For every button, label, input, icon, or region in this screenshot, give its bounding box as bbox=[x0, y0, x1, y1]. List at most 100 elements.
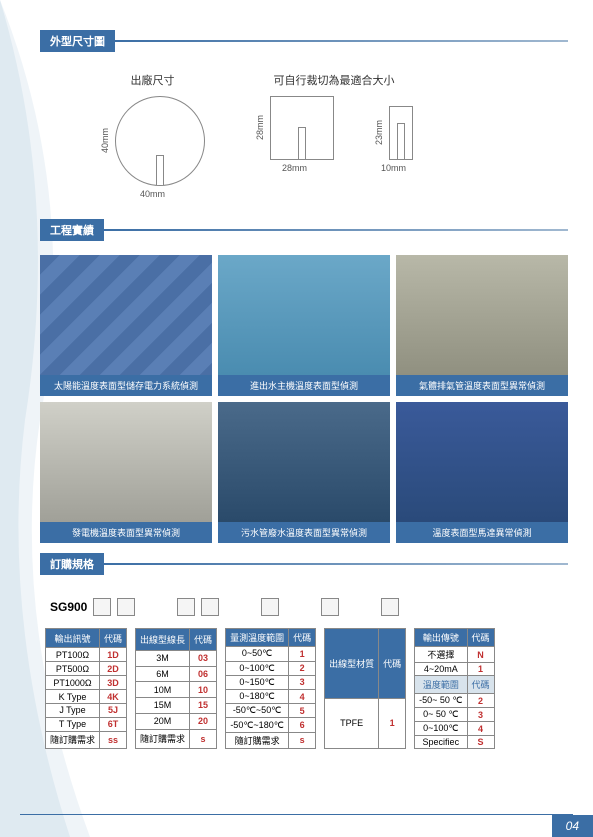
header-bar bbox=[104, 563, 568, 565]
label-cell: -50℃~180℃ bbox=[226, 718, 289, 732]
spec-table: 出線型材質代碼TPFE1 bbox=[324, 628, 406, 749]
label-cell: -50℃~50℃ bbox=[226, 704, 289, 718]
label-cell: -50~ 50 ℃ bbox=[415, 694, 467, 708]
label-cell: TPFE bbox=[325, 698, 379, 748]
section-title: 訂購規格 bbox=[40, 553, 104, 575]
rect1-height: 28mm bbox=[255, 115, 265, 140]
label-cell: K Type bbox=[46, 690, 100, 704]
code-cell: 6T bbox=[100, 717, 127, 731]
code-cell: 3D bbox=[100, 676, 127, 690]
factory-size-title: 出廠尺寸 bbox=[131, 72, 175, 88]
circle-width: 40mm bbox=[140, 189, 165, 199]
caption: 進出水主機溫度表面型偵測 bbox=[218, 375, 390, 396]
code-cell: 10 bbox=[190, 682, 217, 698]
header-bar bbox=[115, 40, 568, 42]
page-number: 04 bbox=[552, 815, 593, 837]
table-header: 代碼 bbox=[190, 629, 217, 651]
gallery-item: 太陽能溫度表面型儲存電力系統偵測 bbox=[40, 255, 212, 396]
table-header: 輸出傳號 bbox=[415, 629, 467, 647]
code-cell: 5 bbox=[289, 704, 316, 718]
rect1-width: 28mm bbox=[282, 163, 307, 173]
order-slot bbox=[93, 598, 111, 616]
thumb-motor bbox=[396, 402, 568, 522]
section-title: 外型尺寸圖 bbox=[40, 30, 115, 52]
thumb-sewage bbox=[218, 402, 390, 522]
label-cell: Specifiec bbox=[415, 736, 467, 749]
code-cell: s bbox=[190, 729, 217, 748]
caption: 污水管廢水溫度表面型異常偵測 bbox=[218, 522, 390, 543]
label-cell: 6M bbox=[136, 666, 190, 682]
label-cell: 0~100℃ bbox=[415, 722, 467, 736]
project-gallery: 太陽能溫度表面型儲存電力系統偵測 進出水主機溫度表面型偵測 氣體排氣管溫度表面型… bbox=[40, 251, 568, 553]
table-subheader: 溫度範圍 bbox=[415, 676, 467, 694]
label-cell: 15M bbox=[136, 698, 190, 714]
rect2-width: 10mm bbox=[381, 163, 406, 173]
spec-tables-row: 輸出訊號代碼PT100Ω1DPT500Ω2DPT1000Ω3DK Type4KJ… bbox=[40, 628, 568, 749]
label-cell: 隨訂購需求 bbox=[46, 731, 100, 748]
spec-table: 輸出傳號代碼不選擇N4~20mA1溫度範圍代碼-50~ 50 ℃20~ 50 ℃… bbox=[414, 628, 494, 749]
code-cell: 4K bbox=[100, 690, 127, 704]
label-cell: 0~150℃ bbox=[226, 675, 289, 689]
circle-height: 40mm bbox=[100, 128, 110, 153]
code-cell: ss bbox=[100, 731, 127, 748]
model-number: SG900 bbox=[50, 600, 87, 614]
section-header-projects: 工程實績 bbox=[40, 219, 568, 241]
caption: 發電機溫度表面型異常偵測 bbox=[40, 522, 212, 543]
spec-table: 輸出訊號代碼PT100Ω1DPT500Ω2DPT1000Ω3DK Type4KJ… bbox=[45, 628, 127, 749]
thumb-exhaust bbox=[396, 255, 568, 375]
rect2-height: 23mm bbox=[374, 120, 384, 145]
section-header-order: 訂購規格 bbox=[40, 553, 568, 575]
label-cell: 0~50℃ bbox=[226, 647, 289, 661]
label-cell: PT1000Ω bbox=[46, 676, 100, 690]
label-cell: PT500Ω bbox=[46, 662, 100, 676]
table-header: 出線型材質 bbox=[325, 629, 379, 699]
gallery-item: 氣體排氣管溫度表面型異常偵測 bbox=[396, 255, 568, 396]
custom-size-title: 可自行裁切為最適合大小 bbox=[274, 72, 395, 88]
code-cell: 06 bbox=[190, 666, 217, 682]
label-cell: 隨訂購需求 bbox=[136, 729, 190, 748]
section-header-dimensions: 外型尺寸圖 bbox=[40, 30, 568, 52]
label-cell: 4~20mA bbox=[415, 663, 467, 676]
rect1-shape bbox=[270, 96, 334, 160]
label-cell: 20M bbox=[136, 713, 190, 729]
code-cell: 4 bbox=[289, 690, 316, 704]
gallery-item: 溫度表面型馬達異常偵測 bbox=[396, 402, 568, 543]
code-cell: 2D bbox=[100, 662, 127, 676]
gallery-item: 進出水主機溫度表面型偵測 bbox=[218, 255, 390, 396]
caption: 溫度表面型馬達異常偵測 bbox=[396, 522, 568, 543]
thumb-solar bbox=[40, 255, 212, 375]
order-slot bbox=[321, 598, 339, 616]
code-cell: N bbox=[467, 647, 494, 663]
label-cell: 0~ 50 ℃ bbox=[415, 708, 467, 722]
order-slot bbox=[261, 598, 279, 616]
code-cell: s bbox=[289, 732, 316, 748]
code-cell: 5J bbox=[100, 703, 127, 717]
order-slot bbox=[201, 598, 219, 616]
gallery-item: 發電機溫度表面型異常偵測 bbox=[40, 402, 212, 543]
code-cell: 03 bbox=[190, 650, 217, 666]
table-header: 出線型線長 bbox=[136, 629, 190, 651]
spec-table: 量測溫度範圍代碼0~50℃10~100℃20~150℃30~180℃4-50℃~… bbox=[225, 628, 316, 749]
header-bar bbox=[104, 229, 568, 231]
label-cell: 不選擇 bbox=[415, 647, 467, 663]
table-header: 代碼 bbox=[289, 629, 316, 647]
code-cell: 1 bbox=[379, 698, 406, 748]
label-cell: 3M bbox=[136, 650, 190, 666]
rect2-shape bbox=[389, 106, 413, 160]
footer-line bbox=[20, 814, 573, 815]
table-header: 代碼 bbox=[100, 629, 127, 648]
model-row: SG900 bbox=[50, 598, 568, 616]
section-title: 工程實績 bbox=[40, 219, 104, 241]
label-cell: PT100Ω bbox=[46, 648, 100, 662]
code-cell: 3 bbox=[467, 708, 494, 722]
order-slot bbox=[381, 598, 399, 616]
spec-table: 出線型線長代碼3M036M0610M1015M1520M20隨訂購需求s bbox=[135, 628, 217, 749]
code-cell: 2 bbox=[467, 694, 494, 708]
code-cell: S bbox=[467, 736, 494, 749]
label-cell: J Type bbox=[46, 703, 100, 717]
order-slot bbox=[117, 598, 135, 616]
code-cell: 3 bbox=[289, 675, 316, 689]
table-header: 輸出訊號 bbox=[46, 629, 100, 648]
caption: 太陽能溫度表面型儲存電力系統偵測 bbox=[40, 375, 212, 396]
code-cell: 20 bbox=[190, 713, 217, 729]
